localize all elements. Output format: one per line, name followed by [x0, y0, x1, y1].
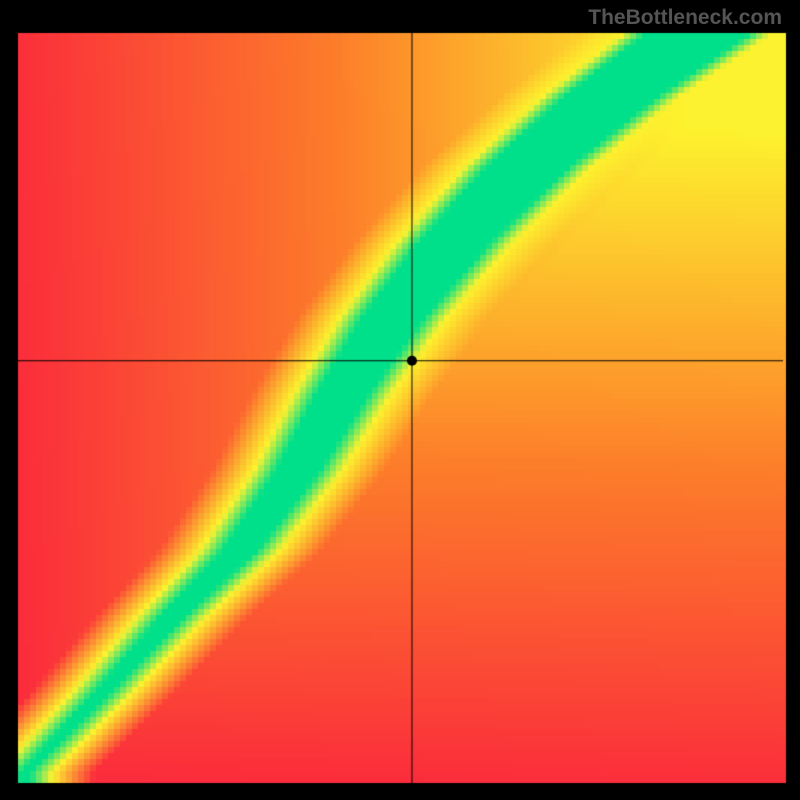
chart-container: TheBottleneck.com	[0, 0, 800, 800]
heatmap-canvas	[0, 0, 800, 800]
watermark-text: TheBottleneck.com	[588, 6, 782, 30]
